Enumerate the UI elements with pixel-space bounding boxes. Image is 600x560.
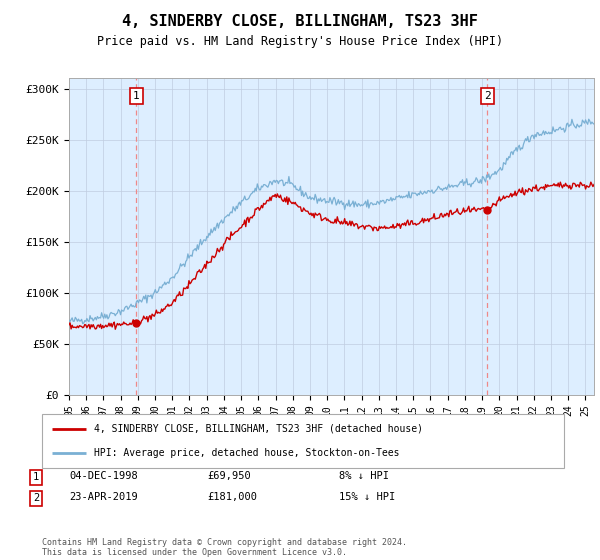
Text: 4, SINDERBY CLOSE, BILLINGHAM, TS23 3HF (detached house): 4, SINDERBY CLOSE, BILLINGHAM, TS23 3HF … xyxy=(94,424,423,434)
Text: 04-DEC-1998: 04-DEC-1998 xyxy=(69,471,138,481)
Text: 2: 2 xyxy=(33,493,39,503)
Text: Price paid vs. HM Land Registry's House Price Index (HPI): Price paid vs. HM Land Registry's House … xyxy=(97,35,503,48)
Text: 8% ↓ HPI: 8% ↓ HPI xyxy=(339,471,389,481)
Text: 1: 1 xyxy=(33,472,39,482)
Text: 23-APR-2019: 23-APR-2019 xyxy=(69,492,138,502)
Text: £69,950: £69,950 xyxy=(207,471,251,481)
Text: 4, SINDERBY CLOSE, BILLINGHAM, TS23 3HF: 4, SINDERBY CLOSE, BILLINGHAM, TS23 3HF xyxy=(122,14,478,29)
Text: HPI: Average price, detached house, Stockton-on-Tees: HPI: Average price, detached house, Stoc… xyxy=(94,448,400,458)
Text: £181,000: £181,000 xyxy=(207,492,257,502)
Text: 1: 1 xyxy=(133,91,140,101)
FancyBboxPatch shape xyxy=(42,414,564,468)
Text: 15% ↓ HPI: 15% ↓ HPI xyxy=(339,492,395,502)
Text: Contains HM Land Registry data © Crown copyright and database right 2024.
This d: Contains HM Land Registry data © Crown c… xyxy=(42,538,407,557)
Text: 2: 2 xyxy=(484,91,491,101)
